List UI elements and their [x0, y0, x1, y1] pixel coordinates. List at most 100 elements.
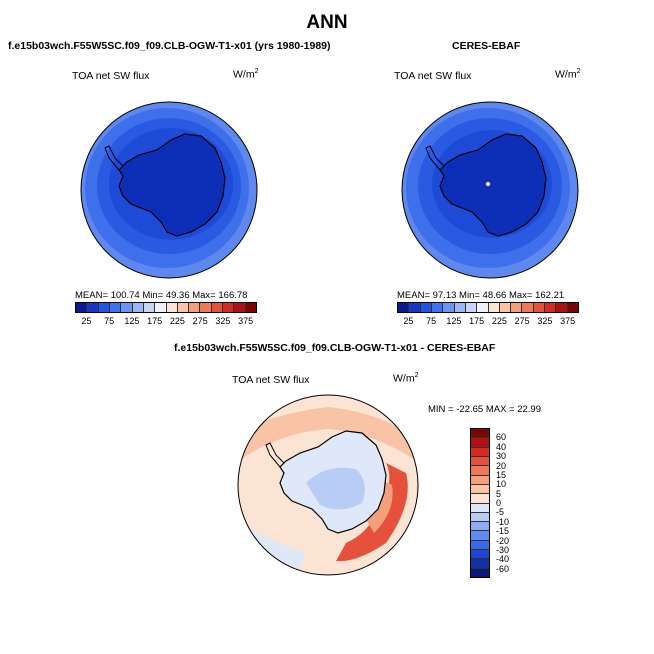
panel-3-colorbar-swatch — [471, 568, 489, 577]
panel-3-colorbar-tick-label: 20 — [496, 460, 507, 471]
panel-1-colorbar-swatch — [200, 303, 212, 312]
panel-2-pole-dot — [486, 182, 490, 186]
panel-3-units-exp: 2 — [414, 372, 419, 379]
panel-3-colorbar-tick-label: -20 — [496, 535, 510, 546]
panel-1-units-base: W/m — [233, 68, 255, 81]
panel-2-colorbar — [397, 302, 579, 313]
panel-1-units: W/m2 — [233, 68, 258, 81]
panel-3-colorbar-swatch — [471, 456, 489, 467]
panel-3-variable-label: TOA net SW flux — [232, 374, 310, 386]
panel-2-colorbar-swatch — [556, 303, 568, 312]
panel-1-colorbar-tick-label: 325 — [215, 316, 231, 326]
panel-1-colorbar-swatch — [245, 303, 256, 312]
panel-2-stats: MEAN= 97.13 Min= 48.66 Max= 162.21 — [397, 290, 565, 301]
panel-1-colorbar-swatch — [155, 303, 167, 312]
panel-2-polar-map — [401, 101, 579, 279]
panel-3-colorbar-swatch — [471, 540, 489, 551]
panel-1-colorbar-swatch — [189, 303, 201, 312]
panel-3-interior-cool — [306, 467, 365, 510]
panel-3-colorbar-swatch — [471, 503, 489, 513]
panel-3-colorbar-ticks: 60 40 30 20 15 10 5 0 -5 -10 -15 -20 -30 -40 -60 — [496, 428, 536, 578]
panel-3-colorbar-swatch — [471, 484, 489, 495]
panel-3-colorbar-tick-label: -40 — [496, 554, 510, 565]
panel-2-colorbar-swatch — [499, 303, 512, 312]
panel-1-units-exp: 2 — [254, 68, 259, 75]
panel-1-colorbar-swatch — [223, 303, 235, 312]
panel-3-units: W/m2 — [393, 372, 418, 385]
panel-2-colorbar-tick-label: 275 — [514, 316, 530, 326]
panel-1-colorbar-tick-label: 125 — [124, 316, 140, 326]
panel-2-colorbar-swatch — [454, 303, 466, 312]
panel-3-colorbar-swatch — [471, 429, 489, 439]
panel-2-variable-label: TOA net SW flux — [394, 70, 472, 82]
panel-3-colorbar-tick-label: 5 — [496, 488, 502, 499]
panel-3-colorbar-tick-label: -30 — [496, 544, 510, 555]
panel-1-map-border — [80, 101, 258, 279]
panel-1-polar-map — [80, 101, 258, 279]
panel-2-colorbar-swatch — [545, 303, 557, 312]
panel-1-colorbar-tick-label: 175 — [147, 316, 163, 326]
panel-1-antarctica — [118, 133, 226, 237]
panel-3-colorbar — [470, 428, 490, 578]
panel-2-colorbar-swatch — [477, 303, 489, 312]
panel-2-colorbar-swatch — [533, 303, 546, 312]
panel-3-colorbar-tick-label: -10 — [496, 516, 510, 527]
panel-1-variable-label: TOA net SW flux — [72, 70, 150, 82]
panel-1-stats: MEAN= 100.74 Min= 49.36 Max= 166.78 — [75, 290, 248, 301]
figure-title: ANN — [306, 12, 348, 33]
panel-3-colorbar-swatch — [471, 475, 489, 485]
panel-1-colorbar-swatch — [87, 303, 99, 312]
panel-3-stats: MIN = -22.65 MAX = 22.99 — [428, 404, 542, 415]
panel-3-colorbar-swatch — [471, 522, 489, 532]
panel-3-polar-map — [237, 394, 419, 576]
panel-1-colorbar-ticks: 25 75 125 175 225 275 325 375 — [75, 316, 257, 328]
panel-3-colorbar-swatch — [471, 466, 489, 476]
panel-2-colorbar-swatch — [567, 303, 578, 312]
panel-2-colorbar-swatch — [443, 303, 455, 312]
panel-3-colorbar-tick-label: 60 — [496, 432, 507, 443]
panel-2-colorbar-tick-label: 25 — [403, 316, 414, 326]
panel-1-colorbar-swatch — [98, 303, 110, 312]
panel-2-colorbar-tick-label: 225 — [491, 316, 507, 326]
panel-2-colorbar-tick-label: 175 — [469, 316, 485, 326]
panel-1-colorbar-swatch — [132, 303, 144, 312]
panel-3-colorbar-swatch — [471, 559, 489, 569]
panel-2-colorbar-swatch — [488, 303, 500, 312]
panel-2-map-border — [401, 101, 579, 279]
panel-3-title: f.e15b03wch.F55W5SC.f09_f09.CLB-OGW-T1-x… — [174, 342, 496, 354]
panel-3-colorbar-swatch — [471, 550, 489, 560]
panel-3-colorbar-swatch — [471, 531, 489, 541]
panel-3-colorbar-tick-label: -15 — [496, 526, 510, 537]
panel-3-peninsula — [265, 442, 285, 468]
panel-3-colorbar-tick-label: 40 — [496, 441, 507, 452]
panel-1-colorbar-swatch — [143, 303, 156, 312]
panel-3-colorbar-swatch — [471, 512, 489, 523]
panel-3-units-base: W/m — [393, 372, 415, 385]
panel-2-colorbar-tick-label: 325 — [537, 316, 553, 326]
panel-3-colorbar-tick-label: 30 — [496, 451, 507, 462]
panel-2-colorbar-swatch — [420, 303, 432, 312]
panel-2-antarctica — [439, 133, 547, 237]
panel-1-colorbar — [75, 302, 257, 313]
panel-2-colorbar-tick-label: 125 — [446, 316, 462, 326]
panel-2-units-base: W/m — [555, 68, 577, 81]
panel-1-colorbar-tick-label: 375 — [238, 316, 254, 326]
panel-3-colorbar-swatch — [471, 494, 489, 504]
panel-1-colorbar-swatch — [166, 303, 178, 312]
panel-3-colorbar-tick-label: -5 — [496, 507, 505, 518]
panel-2-colorbar-tick-label: 75 — [426, 316, 437, 326]
panel-2-colorbar-swatch — [522, 303, 534, 312]
panel-3-colorbar-swatch — [471, 438, 489, 448]
panel-2-units-exp: 2 — [576, 68, 581, 75]
panel-3-map-border — [237, 394, 419, 576]
panel-1-colorbar-tick-label: 75 — [104, 316, 115, 326]
panel-3-warm-band-north — [238, 407, 418, 463]
panel-3-colorbar-tick-label: 0 — [496, 498, 502, 508]
panel-2-title: CERES-EBAF — [452, 40, 521, 52]
panel-2-colorbar-swatch — [409, 303, 421, 312]
panel-1-colorbar-tick-label: 25 — [81, 316, 92, 326]
panel-2-colorbar-swatch — [511, 303, 523, 312]
panel-1-title: f.e15b03wch.F55W5SC.f09_f09.CLB-OGW-T1-x… — [8, 40, 331, 52]
panel-1-peninsula — [104, 145, 124, 171]
panel-3-colorbar-tick-label: 15 — [496, 469, 507, 480]
